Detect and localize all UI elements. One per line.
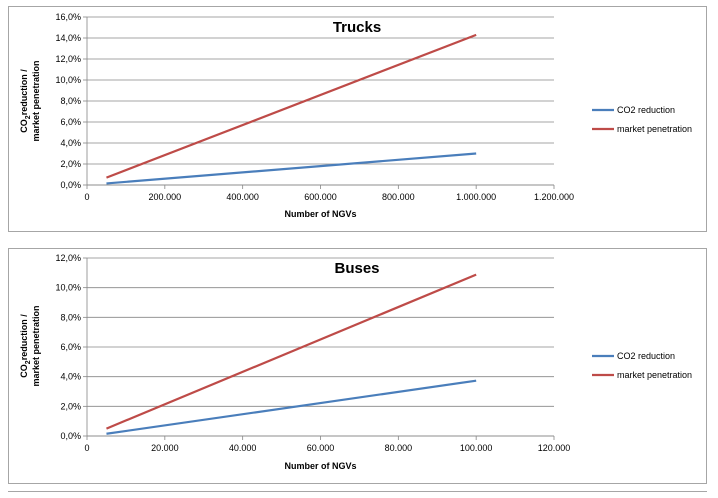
y-tick-label: 2,0% [60, 401, 81, 411]
x-tick-label: 80.000 [385, 443, 413, 453]
x-tick-label: 0 [84, 192, 89, 202]
x-tick-label: 0 [84, 443, 89, 453]
x-tick-label: 100.000 [460, 443, 493, 453]
x-tick-label: 40.000 [229, 443, 257, 453]
y-tick-label: 8,0% [60, 312, 81, 322]
y-tick-label: 12,0% [55, 253, 81, 263]
y-tick-label: 6,0% [60, 342, 81, 352]
chart-title: Trucks [333, 19, 381, 36]
x-tick-label: 1.200.000 [534, 192, 574, 202]
legend-label-0: CO2 reduction [617, 105, 675, 115]
y-tick-label: 10,0% [55, 283, 81, 293]
y-axis-label-line2: market penetration [31, 60, 41, 141]
y-axis-label-line1: CO2reduction / [19, 69, 32, 133]
x-tick-label: 1.000.000 [456, 192, 496, 202]
y-tick-label: 6,0% [60, 117, 81, 127]
y-tick-label: 0,0% [60, 180, 81, 190]
series-line-0 [106, 379, 477, 435]
chart-title: Buses [334, 260, 379, 277]
x-tick-label: 20.000 [151, 443, 179, 453]
chart-1: 0,0% 2,0% 4,0% 6,0% 8,0% 10,0% 12,0% 0 20.000 40.… [19, 253, 692, 471]
y-axis-label: CO2reduction / market penetration [19, 60, 41, 141]
y-tick-label: 16,0% [55, 12, 81, 22]
y-tick-label: 4,0% [60, 138, 81, 148]
y-axis-label-line2: market penetration [31, 305, 41, 386]
x-axis-label: Number of NGVs [284, 209, 356, 219]
legend-label-1: market penetration [617, 370, 692, 380]
x-tick-label: 400.000 [226, 192, 259, 202]
x-axis-label: Number of NGVs [284, 461, 356, 471]
y-tick-label: 8,0% [60, 96, 81, 106]
legend-label-1: market penetration [617, 124, 692, 134]
y-tick-label: 0,0% [60, 431, 81, 441]
y-tick-label: 4,0% [60, 372, 81, 382]
x-tick-label: 200.000 [149, 192, 182, 202]
x-tick-label: 120.000 [538, 443, 571, 453]
series-line-1 [106, 33, 477, 179]
y-axis-label-line1: CO2reduction / [19, 314, 32, 378]
series-line-1 [106, 273, 477, 430]
chart-trucks-panel [8, 6, 707, 232]
series-line-0 [106, 152, 477, 185]
divider [8, 491, 707, 492]
x-tick-label: 600.000 [304, 192, 337, 202]
chart-0: 0,0% 2,0% 4,0% 6,0% 8,0% 10,0% 12,0% 14,0% 16,0%… [19, 12, 692, 219]
y-axis-label: CO2reduction / market penetration [19, 305, 41, 386]
y-tick-label: 14,0% [55, 33, 81, 43]
x-tick-label: 60.000 [307, 443, 335, 453]
y-tick-label: 10,0% [55, 75, 81, 85]
y-tick-label: 12,0% [55, 54, 81, 64]
legend-label-0: CO2 reduction [617, 351, 675, 361]
x-tick-label: 800.000 [382, 192, 415, 202]
y-tick-label: 2,0% [60, 159, 81, 169]
